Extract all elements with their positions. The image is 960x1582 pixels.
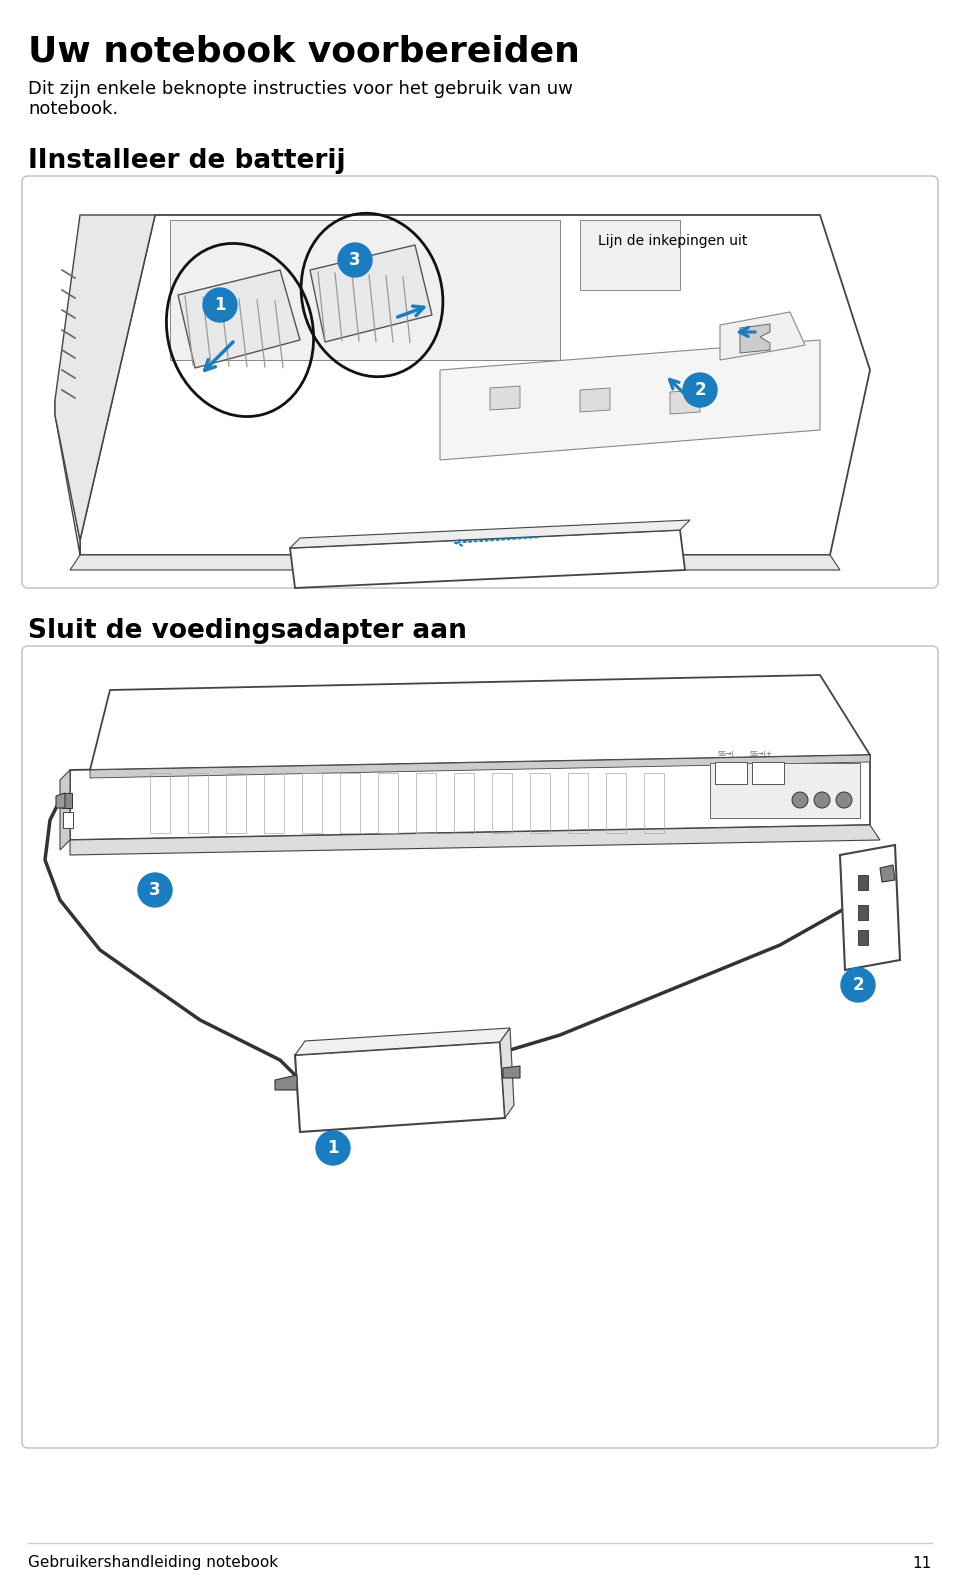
- Polygon shape: [55, 215, 155, 539]
- Polygon shape: [490, 386, 520, 410]
- Polygon shape: [440, 340, 820, 460]
- Polygon shape: [880, 865, 895, 883]
- Polygon shape: [290, 520, 690, 547]
- Circle shape: [814, 793, 830, 808]
- Polygon shape: [70, 555, 840, 570]
- Bar: [378, 774, 398, 834]
- Text: notebook.: notebook.: [28, 100, 118, 119]
- Bar: [710, 763, 860, 818]
- Bar: [858, 930, 868, 944]
- FancyBboxPatch shape: [22, 645, 938, 1448]
- Bar: [858, 875, 868, 891]
- Polygon shape: [62, 793, 72, 808]
- Text: 3: 3: [349, 252, 361, 269]
- Text: 2: 2: [694, 381, 706, 399]
- Text: 1: 1: [214, 296, 226, 313]
- Bar: [568, 774, 588, 834]
- Bar: [715, 763, 747, 785]
- Polygon shape: [740, 324, 770, 353]
- Circle shape: [683, 373, 717, 407]
- Circle shape: [836, 793, 852, 808]
- Polygon shape: [840, 845, 900, 970]
- Polygon shape: [56, 793, 65, 808]
- Text: Gebruikershandleiding notebook: Gebruikershandleiding notebook: [28, 1555, 278, 1571]
- Polygon shape: [275, 1076, 297, 1090]
- Bar: [454, 774, 474, 834]
- Polygon shape: [90, 755, 870, 778]
- Text: SS→|+: SS→|+: [750, 751, 773, 758]
- Circle shape: [841, 968, 875, 1001]
- Polygon shape: [170, 220, 560, 361]
- Bar: [264, 774, 284, 834]
- Text: Uw notebook voorbereiden: Uw notebook voorbereiden: [28, 35, 580, 70]
- Polygon shape: [670, 391, 700, 414]
- Text: 3: 3: [149, 881, 161, 899]
- Bar: [63, 812, 73, 827]
- Bar: [606, 774, 626, 834]
- Polygon shape: [310, 245, 432, 342]
- Bar: [530, 774, 550, 834]
- Polygon shape: [60, 770, 70, 850]
- Polygon shape: [580, 220, 680, 290]
- Bar: [416, 774, 436, 834]
- Polygon shape: [178, 271, 300, 369]
- Bar: [492, 774, 512, 834]
- Polygon shape: [70, 824, 880, 854]
- Circle shape: [792, 793, 808, 808]
- Bar: [340, 774, 360, 834]
- Bar: [644, 774, 664, 834]
- Bar: [226, 774, 246, 834]
- Text: Sluit de voedingsadapter aan: Sluit de voedingsadapter aan: [28, 619, 467, 644]
- Text: Dit zijn enkele beknopte instructies voor het gebruik van uw: Dit zijn enkele beknopte instructies voo…: [28, 81, 573, 98]
- Polygon shape: [80, 215, 870, 555]
- Polygon shape: [70, 755, 870, 840]
- Polygon shape: [503, 1066, 520, 1077]
- Polygon shape: [295, 1043, 505, 1133]
- Circle shape: [338, 244, 372, 277]
- Polygon shape: [55, 400, 80, 555]
- Polygon shape: [720, 312, 805, 361]
- Text: IInstalleer de batterij: IInstalleer de batterij: [28, 149, 346, 174]
- Text: 1: 1: [327, 1139, 339, 1156]
- Bar: [188, 774, 208, 834]
- Text: 11: 11: [913, 1555, 932, 1571]
- Circle shape: [316, 1131, 350, 1164]
- Text: 2: 2: [852, 976, 864, 993]
- Bar: [302, 774, 322, 834]
- FancyBboxPatch shape: [22, 176, 938, 589]
- Polygon shape: [295, 1028, 510, 1055]
- Polygon shape: [580, 388, 610, 411]
- Text: Lijn de inkepingen uit: Lijn de inkepingen uit: [598, 234, 748, 248]
- Text: SS→|: SS→|: [718, 751, 735, 758]
- Circle shape: [203, 288, 237, 323]
- Circle shape: [138, 873, 172, 906]
- Polygon shape: [290, 530, 685, 589]
- Bar: [150, 774, 170, 834]
- Polygon shape: [500, 1028, 514, 1118]
- Bar: [752, 763, 784, 785]
- Polygon shape: [90, 676, 870, 770]
- Bar: [858, 905, 868, 921]
